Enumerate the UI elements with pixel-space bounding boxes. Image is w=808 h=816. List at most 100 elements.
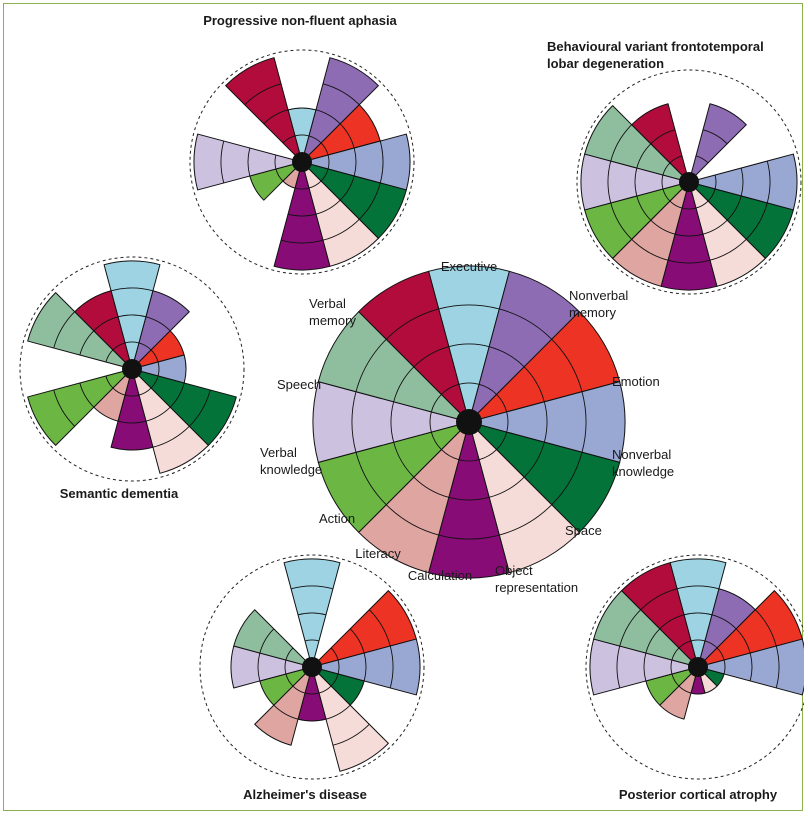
sector-bvftld-nonverbal-memory (688, 103, 747, 183)
sector-pnfa-nonverbal-memory (301, 57, 379, 163)
ring-pca-verbal-knowledge-3 (616, 645, 621, 689)
ring-reference-nonverbal-knowledge-2 (543, 401, 548, 443)
ring-reference-verbal-memory-1 (441, 383, 460, 395)
ring-ad-verbal-knowledge-2 (257, 652, 261, 682)
ring-bvftld-space-3 (745, 202, 768, 240)
ring-bvftld-action-3 (610, 202, 633, 240)
ring-bvftld-object-representation-2 (702, 219, 728, 235)
ring-ad-executive-2 (297, 612, 327, 616)
sector-sd-object-representation (131, 368, 209, 474)
title-semantic-dementia: Semantic dementia (60, 486, 179, 501)
title-alzheimers-disease: Alzheimer's disease (243, 787, 367, 802)
sector-ad-object-representation (311, 666, 389, 772)
title-progressive-non-fluent-aphasia: Progressive non-fluent aphasia (203, 13, 397, 28)
ring-pnfa-space-2 (339, 175, 355, 201)
ring-pnfa-calculation-3 (280, 239, 324, 244)
ring-pca-verbal-knowledge-2 (643, 652, 647, 682)
sector-bvftld-speech (584, 105, 690, 183)
ring-pca-executive-2 (683, 612, 713, 616)
sector-sd-action (27, 368, 133, 446)
outline-circle-pnfa (189, 49, 415, 275)
hub-pca (688, 657, 708, 677)
ring-sd-speech-3 (53, 311, 76, 349)
ring-reference-verbal-knowledge-3 (351, 391, 357, 453)
wheel-ad (199, 554, 425, 780)
ring-ad-literacy-2 (273, 704, 299, 720)
ring-sd-executive-3 (110, 287, 154, 292)
ring-reference-nonverbal-memory-3 (499, 308, 553, 340)
ring-sd-space-3 (188, 389, 211, 427)
ring-bvftld-space-2 (726, 195, 742, 221)
label-emotion: Emotion (612, 374, 660, 389)
ring-bvftld-calculation-3 (667, 259, 711, 264)
ring-pnfa-verbal-memory-3 (244, 83, 282, 106)
ring-ad-nonverbal-knowledge-3 (389, 645, 394, 689)
figure-frame: Progressive non-fluent aphasia Behaviour… (3, 3, 804, 811)
sector-pnfa-verbal-memory (225, 57, 303, 163)
ring-bvftld-calculation-2 (674, 233, 704, 237)
ring-pca-nonverbal-memory-2 (711, 614, 737, 630)
ring-sd-executive-2 (117, 314, 147, 318)
ring-pca-nonverbal-knowledge-2 (749, 652, 753, 682)
ring-bvftld-verbal-knowledge-3 (607, 160, 612, 204)
label-object-representation-line1: Object (495, 563, 533, 578)
ring-sd-calculation-2 (117, 420, 147, 424)
ring-ad-object-representation-3 (332, 723, 370, 746)
ring-reference-space-2 (523, 442, 545, 478)
ring-pca-verbal-memory-2 (659, 614, 685, 630)
ring-pca-speech-3 (619, 609, 642, 647)
ring-pca-verbal-memory-3 (640, 588, 678, 611)
ring-sd-verbal-memory-2 (93, 316, 119, 332)
ring-bvftld-verbal-memory-1 (669, 155, 683, 164)
ring-reference-emotion-3 (551, 338, 583, 392)
ring-pnfa-space-3 (358, 182, 381, 220)
ring-pnfa-verbal-memory-2 (263, 109, 289, 125)
ring-reference-space-3 (551, 452, 583, 506)
ring-ad-speech-2 (259, 628, 275, 654)
ring-sd-object-representation-3 (152, 425, 190, 448)
hub-reference (456, 409, 482, 435)
sector-reference-verbal-memory (358, 270, 470, 423)
ring-reference-action-3 (355, 452, 387, 506)
ring-sd-action-2 (79, 382, 95, 408)
wheel-reference (312, 265, 626, 579)
ring-pca-verbal-memory-1 (678, 640, 692, 649)
ring-reference-nonverbal-knowledge-3 (581, 391, 587, 453)
ring-ad-speech-1 (285, 647, 294, 661)
ring-sd-nonverbal-memory-2 (145, 316, 171, 332)
ring-bvftld-speech-3 (610, 124, 633, 162)
ring-pnfa-nonverbal-knowledge-3 (379, 140, 384, 184)
title-bvftld-line2: lobar degeneration (547, 56, 664, 71)
ring-reference-executive-2 (448, 343, 490, 348)
ring-reference-nonverbal-memory-2 (489, 346, 525, 368)
label-calculation: Calculation (408, 568, 472, 583)
label-object-representation-line2: representation (495, 580, 578, 595)
ring-reference-action-2 (393, 442, 415, 478)
outline-circle-bvftld (576, 69, 802, 295)
ring-sd-object-representation-2 (145, 406, 171, 422)
ring-ad-nonverbal-knowledge-2 (363, 652, 367, 682)
ring-pca-executive-3 (676, 585, 720, 590)
ring-reference-literacy-2 (413, 476, 449, 498)
ring-pnfa-nonverbal-memory-2 (315, 109, 341, 125)
sector-sd-speech (27, 292, 133, 370)
wheel-bvftld (576, 69, 802, 295)
label-nonverbal-knowledge-line1: Nonverbal (612, 447, 671, 462)
ring-pnfa-nonverbal-knowledge-2 (353, 147, 357, 177)
ring-reference-calculation-3 (438, 534, 500, 540)
label-verbal-memory-line1: Verbal (309, 296, 346, 311)
label-verbal-memory-line2: memory (309, 313, 356, 328)
sector-sd-verbal-memory (74, 290, 133, 370)
ring-bvftld-nonverbal-memory-1 (695, 155, 709, 164)
ring-sd-action-1 (105, 375, 114, 389)
ring-pnfa-calculation-2 (287, 213, 317, 217)
sector-ad-speech (233, 609, 313, 668)
ring-reference-verbal-memory-3 (385, 308, 439, 340)
wheel-sd (19, 256, 245, 482)
hub-sd (122, 359, 142, 379)
label-verbal-knowledge-line1: Verbal (260, 445, 297, 460)
outline-circle-pca (585, 554, 804, 780)
ring-reference-object-representation-3 (499, 504, 553, 536)
label-space: Space (565, 523, 602, 538)
ring-sd-action-3 (53, 389, 76, 427)
